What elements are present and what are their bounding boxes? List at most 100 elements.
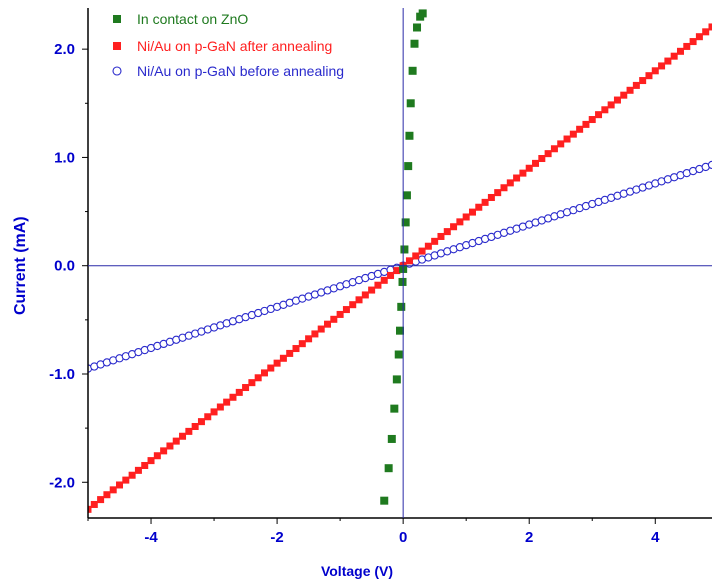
data-point bbox=[707, 160, 712, 170]
data-point bbox=[651, 67, 659, 75]
data-point bbox=[557, 140, 565, 148]
data-point bbox=[185, 427, 193, 435]
data-point bbox=[336, 310, 344, 318]
data-point bbox=[393, 267, 401, 275]
data-point bbox=[387, 271, 395, 279]
y-tick-label: 2.0 bbox=[54, 41, 75, 58]
data-point bbox=[708, 23, 712, 31]
data-point bbox=[413, 23, 422, 32]
data-point bbox=[689, 38, 697, 46]
x-tick-label: -2 bbox=[270, 529, 283, 546]
y-tick-label: -2.0 bbox=[49, 474, 75, 491]
x-tick-label: 0 bbox=[399, 529, 407, 546]
data-point bbox=[153, 452, 161, 460]
data-point bbox=[695, 33, 703, 41]
data-point bbox=[412, 252, 420, 260]
data-point bbox=[324, 320, 332, 328]
data-point bbox=[418, 247, 426, 255]
data-point bbox=[330, 315, 338, 323]
legend-label: In contact on ZnO bbox=[137, 11, 248, 27]
data-point bbox=[525, 164, 533, 172]
data-point bbox=[702, 28, 710, 36]
data-point bbox=[532, 159, 540, 167]
data-point bbox=[160, 447, 168, 455]
data-point bbox=[620, 91, 628, 99]
data-point bbox=[588, 116, 596, 124]
data-point bbox=[380, 276, 388, 284]
legend: In contact on ZnO Ni/Au on p-GaN after an… bbox=[112, 11, 344, 79]
series-1 bbox=[380, 9, 427, 505]
data-point bbox=[204, 413, 212, 421]
x-tick-label: 4 bbox=[651, 529, 660, 546]
data-point bbox=[235, 388, 243, 396]
data-point bbox=[90, 500, 98, 508]
data-point bbox=[229, 393, 237, 401]
data-point bbox=[398, 277, 407, 286]
data-point bbox=[122, 476, 130, 484]
series-2 bbox=[88, 23, 712, 513]
data-point bbox=[273, 359, 281, 367]
data-point bbox=[544, 150, 552, 158]
data-point bbox=[179, 432, 187, 440]
data-point bbox=[601, 106, 609, 114]
data-point bbox=[513, 174, 521, 182]
data-point bbox=[355, 296, 363, 304]
data-point bbox=[424, 242, 432, 250]
data-point bbox=[405, 131, 414, 140]
data-point bbox=[475, 203, 483, 211]
data-point bbox=[582, 120, 590, 128]
data-point bbox=[456, 218, 464, 226]
data-point bbox=[298, 340, 306, 348]
data-point bbox=[538, 155, 546, 163]
data-point bbox=[384, 464, 393, 473]
series-3 bbox=[88, 160, 712, 373]
data-point bbox=[286, 349, 294, 357]
data-point bbox=[216, 403, 224, 411]
data-point bbox=[260, 369, 268, 377]
data-point bbox=[396, 326, 404, 335]
data-point bbox=[254, 374, 262, 382]
data-point bbox=[658, 62, 666, 70]
data-point bbox=[404, 162, 413, 171]
y-axis-title: Current (mA) bbox=[12, 216, 29, 315]
data-point bbox=[368, 286, 376, 294]
data-point bbox=[374, 281, 382, 289]
data-point bbox=[410, 39, 419, 48]
data-point bbox=[437, 232, 445, 240]
data-point bbox=[676, 47, 684, 55]
data-point bbox=[97, 496, 105, 504]
data-point bbox=[103, 491, 111, 499]
data-point bbox=[563, 135, 571, 143]
data-point bbox=[405, 257, 413, 265]
data-point bbox=[128, 471, 136, 479]
data-point bbox=[361, 291, 369, 299]
data-point bbox=[248, 379, 256, 387]
legend-marker bbox=[112, 66, 122, 76]
data-point bbox=[134, 466, 142, 474]
y-tick-label: -1.0 bbox=[49, 366, 75, 383]
data-point bbox=[500, 184, 508, 192]
data-point bbox=[468, 208, 476, 216]
data-point bbox=[191, 423, 199, 431]
data-point bbox=[394, 350, 403, 359]
axes: -4 -2 0 2 4 -2.0 -1.0 0.0 1.0 2.0 Voltage (V) Curre… bbox=[12, 8, 712, 579]
data-point bbox=[443, 228, 451, 236]
data-point bbox=[279, 354, 287, 362]
data-point bbox=[349, 301, 357, 309]
data-point bbox=[613, 96, 621, 104]
data-point bbox=[88, 505, 92, 513]
data-point bbox=[390, 404, 399, 413]
data-point bbox=[664, 57, 672, 65]
legend-label: Ni/Au on p-GaN after annealing bbox=[137, 38, 332, 54]
data-point bbox=[400, 245, 409, 254]
data-point bbox=[683, 42, 691, 50]
data-point bbox=[487, 193, 495, 201]
data-point bbox=[494, 189, 502, 197]
data-point bbox=[305, 335, 313, 343]
data-point bbox=[607, 101, 615, 109]
data-point bbox=[311, 330, 319, 338]
data-point bbox=[550, 145, 558, 153]
data-point bbox=[519, 169, 527, 177]
data-point bbox=[172, 437, 180, 445]
